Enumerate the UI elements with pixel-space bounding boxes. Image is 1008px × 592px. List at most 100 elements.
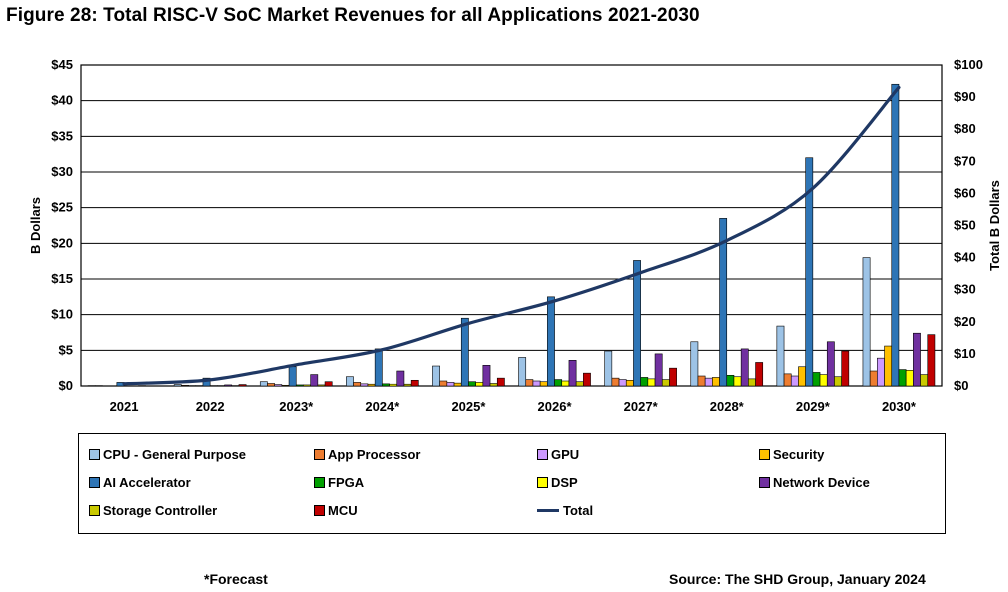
legend-item: DSP xyxy=(537,475,578,490)
bar-storage-controller xyxy=(403,383,412,387)
x-tick-label: 2021 xyxy=(110,399,139,414)
y2-tick-label: $50 xyxy=(954,218,976,233)
bar-storage-controller xyxy=(489,383,498,387)
bar-cpu-general-purpose xyxy=(776,325,785,387)
bar-cpu-general-purpose xyxy=(518,357,527,387)
y2-tick-label: $40 xyxy=(954,250,976,265)
chart-svg: $0 $5 $10 $15 $20 $25 $30 $35 $40 $45 $0 $10 $20 $30 $… xyxy=(28,57,1002,414)
bar-cpu-general-purpose xyxy=(862,257,871,387)
bar-security xyxy=(539,381,548,387)
y-tick-label: $0 xyxy=(59,378,73,393)
legend-color-swatch xyxy=(537,477,548,489)
y-tick-label: $30 xyxy=(51,164,73,179)
bar-fpga xyxy=(812,372,821,387)
bar-storage-controller xyxy=(748,378,756,387)
legend-label: FPGA xyxy=(328,475,365,490)
x-tick-label: 2028* xyxy=(710,399,745,414)
bar-gpu xyxy=(274,384,283,387)
legend-label: Security xyxy=(773,447,825,462)
bar-security xyxy=(625,379,634,387)
legend-label: App Processor xyxy=(328,447,421,462)
x-tick-label: 2023* xyxy=(279,399,314,414)
bar-fpga xyxy=(468,381,476,387)
bar-storage-controller xyxy=(661,379,670,387)
bar-cpu-general-purpose xyxy=(604,350,613,387)
bar-cpu-general-purpose xyxy=(432,365,440,387)
forecast-footnote: *Forecast xyxy=(204,571,268,587)
bar-gpu xyxy=(790,375,799,387)
bar-gpu xyxy=(618,379,627,387)
bar-network-device xyxy=(482,365,491,387)
bar-network-device xyxy=(310,374,319,387)
plot-frame xyxy=(80,64,943,387)
chart-legend: CPU - General Purpose App Processor GPU Sec… xyxy=(78,433,946,534)
bar-security xyxy=(453,382,462,387)
legend-item: FPGA xyxy=(314,475,364,490)
y2-tick-label: $10 xyxy=(954,346,976,361)
bar-mcu xyxy=(238,384,247,387)
y2-tick-label: $0 xyxy=(954,378,968,393)
y2-tick-label: $20 xyxy=(954,314,976,329)
legend-color-swatch xyxy=(314,449,325,461)
y2-tick-label: $100 xyxy=(954,57,983,72)
bar-storage-controller xyxy=(920,374,929,387)
bar-security xyxy=(367,383,376,387)
legend-item: AI Accelerator xyxy=(89,475,191,490)
y-tick-label: $25 xyxy=(51,200,73,215)
bar-dsp xyxy=(389,383,398,387)
bar-gpu xyxy=(446,382,455,387)
bar-gpu xyxy=(360,383,369,387)
legend-color-swatch xyxy=(314,477,325,489)
legend-line-swatch xyxy=(537,509,559,513)
legend-color-swatch xyxy=(89,477,100,489)
x-tick-label: 2030* xyxy=(882,399,917,414)
bar-cpu-general-purpose xyxy=(690,341,699,387)
x-tick-label: 2025* xyxy=(451,399,486,414)
bar-mcu xyxy=(841,350,850,387)
bar-app-processor xyxy=(697,375,706,387)
bar-security xyxy=(884,345,893,387)
x-tick-label: 2022 xyxy=(196,399,225,414)
bar-cpu-general-purpose xyxy=(173,384,182,387)
legend-item: App Processor xyxy=(314,447,420,462)
legend-label: DSP xyxy=(551,475,578,490)
legend-item: Security xyxy=(759,447,824,462)
bar-dsp xyxy=(475,382,484,387)
bar-gpu xyxy=(532,380,541,387)
bar-fpga xyxy=(640,377,649,387)
y2-tick-label: $90 xyxy=(954,89,976,104)
bar-fpga xyxy=(726,374,735,387)
bar-app-processor xyxy=(783,373,792,387)
bar-network-device xyxy=(826,341,835,387)
bar-security xyxy=(712,377,720,387)
bar-ai-accelerator xyxy=(374,348,383,387)
bar-dsp xyxy=(733,376,742,387)
legend-color-swatch xyxy=(537,449,548,461)
y-tick-label: $20 xyxy=(51,235,73,250)
bar-app-processor xyxy=(439,380,448,387)
bar-mcu xyxy=(410,379,419,387)
bar-fpga xyxy=(554,379,563,387)
y-tick-label: $35 xyxy=(51,128,73,143)
bar-network-device xyxy=(913,332,921,387)
legend-label: MCU xyxy=(328,503,358,518)
y2-axis-title: Total B Dollars xyxy=(987,180,1002,271)
legend-label: Total xyxy=(563,503,594,518)
y2-tick-label: $70 xyxy=(954,153,976,168)
bar-app-processor xyxy=(181,384,189,387)
legend-color-swatch xyxy=(759,477,770,489)
bar-security xyxy=(281,384,290,387)
bar-storage-controller xyxy=(317,384,326,387)
legend-color-swatch xyxy=(89,505,100,517)
bar-ai-accelerator xyxy=(547,296,555,387)
y2-tick-label: $80 xyxy=(954,121,976,136)
bar-app-processor xyxy=(353,382,362,387)
y2-tick-label: $60 xyxy=(954,185,976,200)
legend-item: Total xyxy=(537,503,593,518)
bar-ai-accelerator xyxy=(633,260,641,387)
bar-mcu xyxy=(496,377,505,387)
bar-cpu-general-purpose xyxy=(259,381,268,387)
bar-fpga xyxy=(382,383,390,387)
bar-storage-controller xyxy=(834,376,842,387)
bar-ai-accelerator xyxy=(719,218,728,387)
